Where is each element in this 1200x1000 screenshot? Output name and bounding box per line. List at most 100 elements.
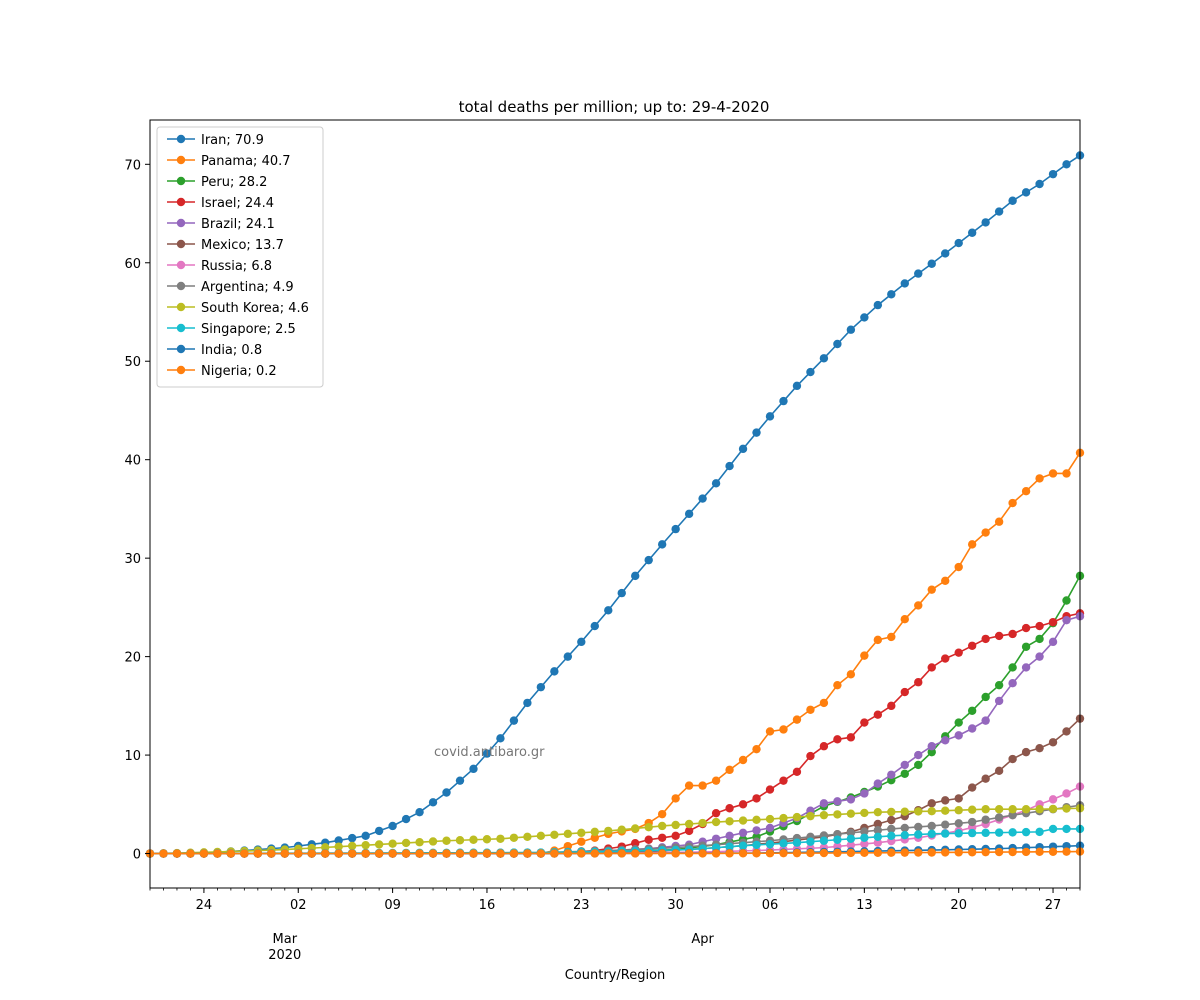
data-point — [860, 848, 869, 858]
series-line — [150, 452, 1081, 855]
legend-swatch-marker — [176, 155, 186, 165]
data-point — [1008, 663, 1017, 672]
legend-swatch-marker — [176, 176, 186, 186]
data-point — [981, 774, 990, 783]
data-point — [994, 805, 1004, 814]
data-point — [347, 833, 357, 843]
legend-item: Peru; 28.2 — [167, 175, 267, 190]
data-point — [455, 776, 465, 785]
data-point — [806, 848, 815, 858]
data-point — [469, 835, 478, 844]
data-point — [887, 701, 896, 711]
data-point — [657, 821, 667, 831]
data-point — [779, 776, 788, 785]
data-point — [752, 744, 761, 754]
legend-label: Russia; 6.8 — [201, 259, 272, 274]
data-point — [792, 848, 802, 858]
data-point — [577, 637, 586, 647]
data-point — [738, 849, 748, 858]
data-point — [469, 849, 478, 858]
data-point — [644, 849, 653, 858]
data-point — [900, 848, 909, 857]
data-point — [725, 765, 734, 775]
data-point — [428, 798, 438, 807]
data-point — [941, 736, 950, 745]
y-tick-label: 70 — [124, 158, 141, 173]
data-point — [307, 849, 316, 858]
data-point — [860, 651, 869, 660]
data-point — [671, 831, 680, 841]
legend-item: Brazil; 24.1 — [167, 217, 275, 232]
data-point — [1008, 810, 1017, 820]
data-point — [631, 824, 640, 833]
legend-box — [156, 126, 324, 388]
data-point — [725, 804, 734, 813]
data-point — [927, 829, 936, 839]
data-point — [388, 821, 397, 831]
data-point — [792, 767, 802, 777]
data-point — [711, 849, 721, 858]
data-point — [1048, 469, 1058, 478]
data-point — [1035, 652, 1044, 661]
data-point — [846, 828, 856, 838]
data-point — [550, 667, 559, 676]
data-point — [833, 848, 842, 858]
data-point — [657, 809, 667, 819]
data-point — [671, 820, 680, 830]
data-point — [159, 849, 168, 858]
data-point — [846, 795, 856, 804]
data-point — [1035, 634, 1044, 644]
data-point — [967, 805, 977, 814]
legend-label: Mexico; 13.7 — [201, 238, 284, 253]
data-point — [900, 279, 909, 288]
data-point — [765, 785, 775, 794]
data-point — [833, 680, 842, 690]
x-axis-label: Country/Region — [565, 968, 666, 983]
data-point — [496, 849, 505, 858]
data-point — [806, 811, 815, 821]
data-point — [887, 824, 896, 834]
data-point — [1048, 847, 1058, 856]
data-point — [374, 840, 384, 849]
data-point — [927, 848, 936, 857]
data-point — [873, 826, 883, 835]
data-point — [496, 834, 505, 843]
data-point — [873, 710, 883, 719]
data-point — [914, 601, 923, 610]
data-point — [1035, 179, 1044, 189]
data-point — [752, 849, 761, 858]
data-point — [1008, 498, 1017, 508]
data-point — [846, 733, 856, 742]
data-point — [644, 823, 653, 832]
y-axis: 0 10 20 30 40 50 60 70 — [124, 158, 150, 863]
data-point — [1048, 795, 1058, 804]
data-point — [967, 641, 977, 650]
data-point — [374, 849, 384, 858]
data-point — [860, 839, 869, 849]
data-point — [927, 821, 936, 831]
series-line — [149, 154, 1081, 855]
data-point — [536, 682, 546, 692]
data-point — [738, 444, 748, 454]
legend-label: Nigeria; 0.2 — [201, 364, 277, 379]
data-point — [994, 631, 1004, 641]
data-point — [1062, 847, 1071, 856]
series-line — [150, 785, 1081, 855]
data-point — [981, 528, 990, 537]
series-2 — [145, 448, 1085, 858]
data-point — [684, 781, 694, 790]
data-point — [469, 764, 478, 774]
data-point — [334, 836, 343, 845]
data-point — [294, 849, 303, 858]
data-point — [981, 218, 990, 227]
data-point — [954, 819, 963, 828]
data-point — [941, 654, 950, 663]
data-point — [914, 678, 923, 687]
series-line — [150, 575, 1081, 855]
legend-item: Nigeria; 0.2 — [167, 364, 277, 379]
data-point — [860, 789, 869, 798]
data-point — [846, 840, 856, 850]
data-point — [671, 794, 680, 803]
data-point — [698, 494, 707, 503]
data-point — [577, 837, 586, 846]
